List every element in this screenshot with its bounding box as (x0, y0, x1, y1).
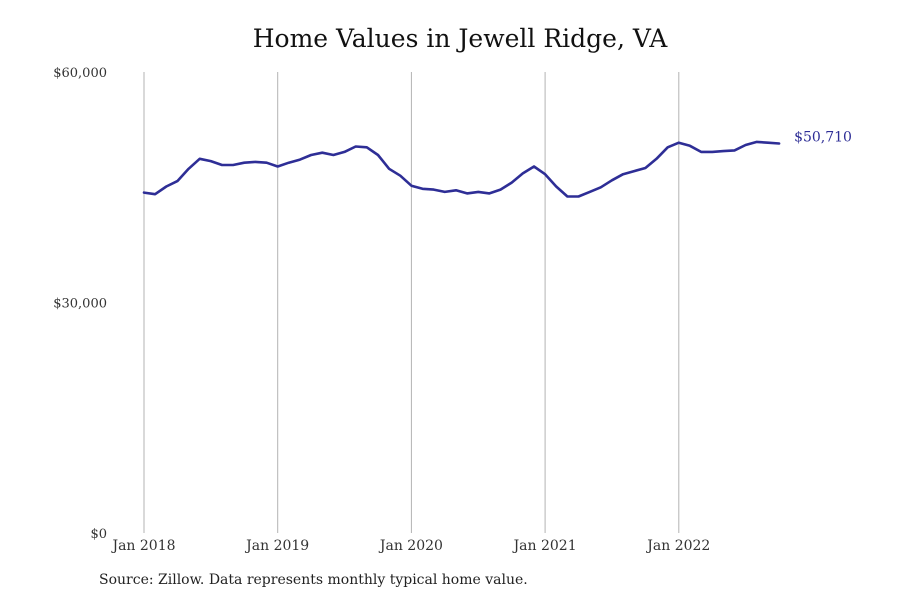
x-tick-label: Jan 2019 (244, 538, 309, 554)
y-axis-ticks: $0 $30,000 $60,000 (53, 66, 107, 542)
chart-title: Home Values in Jewell Ridge, VA (252, 24, 668, 53)
x-tick-label: Jan 2020 (378, 538, 443, 554)
source-note: Source: Zillow. Data represents monthly … (99, 572, 528, 588)
x-tick-label: Jan 2021 (512, 538, 577, 554)
last-value-label: $50,710 (794, 129, 852, 145)
y-tick-label: $0 (90, 527, 107, 542)
y-tick-label: $60,000 (53, 66, 107, 81)
series-layer (142, 140, 781, 198)
x-tick-label: Jan 2022 (645, 538, 710, 554)
x-tick-label: Jan 2018 (110, 538, 175, 554)
series-line (142, 140, 781, 198)
data-label-layer: $50,710 (794, 129, 852, 145)
gridlines (143, 72, 680, 533)
x-axis-ticks: Jan 2018 Jan 2019 Jan 2020 Jan 2021 Jan 2022 (110, 538, 710, 554)
y-tick-label: $30,000 (53, 297, 107, 312)
